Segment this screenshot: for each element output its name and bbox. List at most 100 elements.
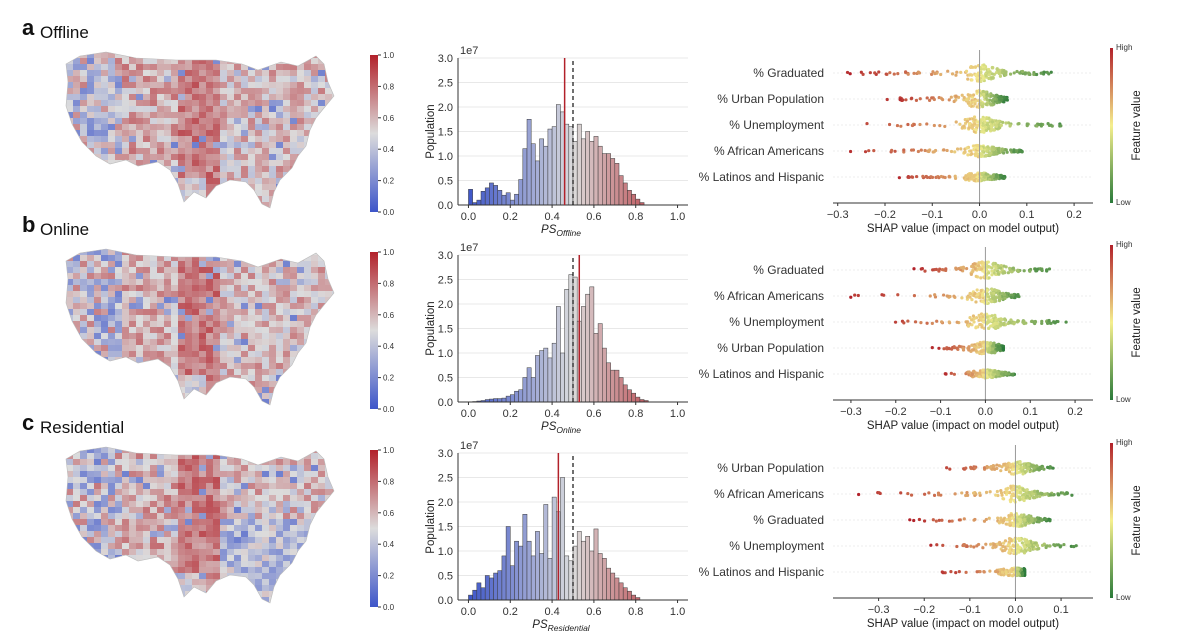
- shap-point: [1001, 496, 1005, 501]
- shap-point: [853, 293, 857, 297]
- shap-point: [973, 102, 977, 106]
- shap-point: [990, 314, 994, 318]
- shap-point: [927, 149, 931, 154]
- shap-point: [986, 264, 991, 269]
- colorbar-tick: 0.6: [383, 509, 395, 518]
- shap-point: [939, 72, 943, 77]
- y-tick-label: 0.0: [438, 595, 453, 607]
- y-tick-label: 2.0: [438, 497, 453, 509]
- shap-point: [925, 175, 929, 179]
- shap-point: [1000, 147, 1004, 151]
- shap-point: [987, 326, 991, 330]
- shap-point: [989, 542, 993, 546]
- shap-point: [970, 343, 974, 347]
- shap-point: [1026, 540, 1031, 544]
- bar: [635, 198, 641, 206]
- shap-point: [1004, 371, 1008, 376]
- shap-point: [967, 324, 971, 328]
- x-tick-label: 0.8: [628, 211, 643, 223]
- shap-point: [1011, 372, 1015, 376]
- shap-point: [981, 149, 985, 153]
- shap-point: [976, 76, 980, 80]
- shap-point: [957, 518, 962, 522]
- shap-point: [945, 466, 949, 470]
- shap-point: [1035, 72, 1039, 77]
- shap-point: [980, 130, 984, 134]
- bar: [614, 163, 620, 206]
- shap-point: [1008, 545, 1013, 549]
- shap-point: [941, 571, 945, 575]
- shap-point: [990, 103, 994, 107]
- shap-point: [997, 125, 1001, 130]
- shap-point: [972, 345, 977, 349]
- colorbar-tick: 0.0: [383, 405, 395, 414]
- shap-point: [964, 174, 968, 178]
- bar: [593, 333, 599, 403]
- shap-point: [940, 518, 944, 522]
- shap-point: [979, 288, 983, 293]
- shap-point: [995, 489, 999, 494]
- shap-point: [988, 569, 992, 573]
- shap-point: [1064, 320, 1068, 324]
- shap-point: [1021, 487, 1025, 491]
- shap-point: [974, 300, 978, 304]
- map: [65, 51, 335, 209]
- shap-point: [877, 70, 881, 74]
- bar: [484, 575, 490, 601]
- shap-point: [973, 173, 977, 177]
- shap-point: [982, 67, 986, 71]
- shap-point: [927, 98, 932, 102]
- shap-point: [909, 493, 914, 497]
- shap-point: [1042, 542, 1046, 546]
- bar: [535, 531, 540, 601]
- shap-point: [1040, 268, 1044, 272]
- shap-point: [984, 90, 988, 94]
- shap-point: [991, 372, 995, 377]
- shap-point: [848, 149, 853, 154]
- feature-label: % Latinos and Hispanic: [699, 170, 824, 184]
- x-tick-label: 0.8: [628, 606, 643, 618]
- shap-point: [1015, 149, 1019, 153]
- shap-point: [1018, 537, 1022, 541]
- bar: [493, 398, 498, 403]
- shap-point: [1004, 121, 1008, 125]
- shap-point: [937, 176, 941, 180]
- shap-point: [1032, 72, 1036, 76]
- shap-point: [989, 94, 994, 98]
- shap-point: [997, 299, 1002, 303]
- shap-point: [995, 175, 999, 179]
- shap-point: [990, 300, 994, 304]
- shap-point: [902, 321, 906, 325]
- shap-point: [1053, 544, 1057, 548]
- shap-point: [984, 74, 988, 78]
- shap-point: [1022, 269, 1026, 273]
- y-tick-label: 2.0: [438, 102, 453, 114]
- shap-point: [888, 71, 892, 75]
- map-counties: [66, 447, 334, 603]
- shap-point: [991, 297, 995, 301]
- shap-colorbar-label: Feature value: [1131, 287, 1143, 357]
- shap-point: [995, 269, 1000, 273]
- y-tick-label: 1.5: [438, 522, 453, 534]
- shap-point: [1049, 70, 1053, 74]
- shap-point: [935, 319, 939, 323]
- shap-point: [938, 267, 942, 271]
- bar: [493, 185, 498, 206]
- shap-point: [995, 321, 999, 326]
- shap-point: [960, 93, 964, 97]
- shap-point: [991, 322, 995, 326]
- map: [65, 248, 335, 406]
- histogram: 0.0 0.5 1.0 1.5 2.0 2.5 3.0 0.0 0.2 0.4 0.6 0.8 1.0 1…: [425, 242, 688, 435]
- bar: [581, 306, 586, 403]
- shap-point: [990, 72, 994, 76]
- shap-point: [966, 493, 970, 498]
- shap-point: [1030, 464, 1034, 468]
- bar: [484, 187, 490, 206]
- bar: [593, 528, 599, 601]
- shap-point: [992, 467, 997, 471]
- shap-x-axis-label: SHAP value (impact on model output): [867, 618, 1059, 630]
- shap-point: [902, 148, 906, 152]
- bar: [627, 190, 632, 206]
- x-tick-label: 1.0: [670, 606, 685, 618]
